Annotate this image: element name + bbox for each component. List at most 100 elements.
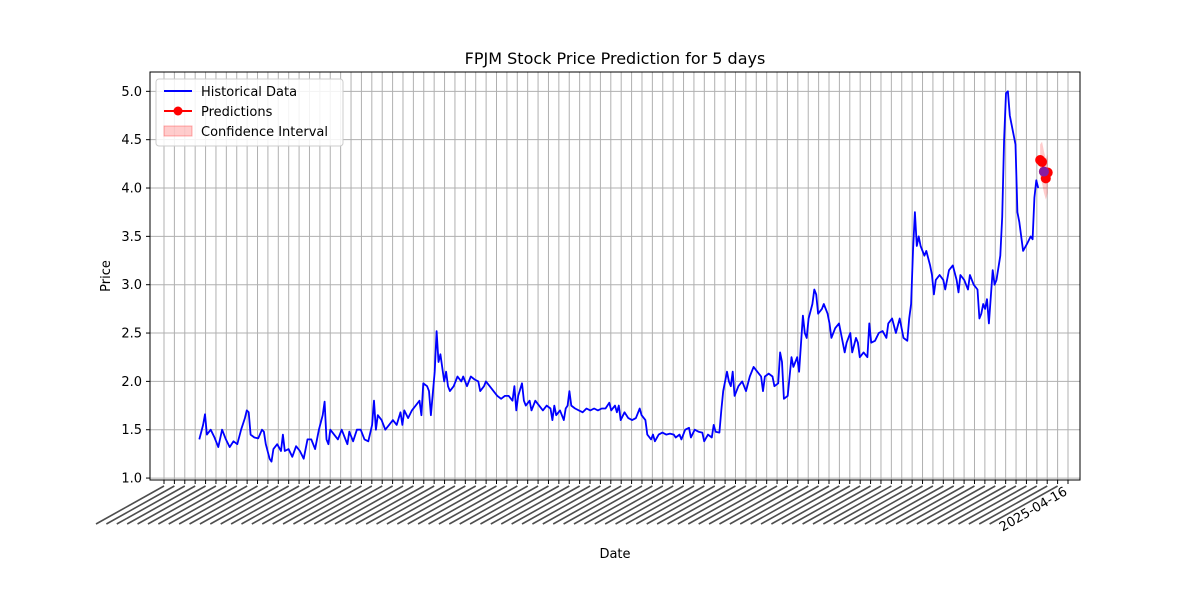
x-tick-label-overlap [750, 485, 820, 525]
x-tick-label-overlap [417, 485, 487, 525]
x-tick-label-overlap [365, 485, 435, 525]
x-tick-label-overlap [157, 485, 227, 525]
x-tick-label-overlap [833, 485, 903, 525]
x-tick-label-overlap [438, 485, 508, 525]
x-tick-label-overlap [843, 485, 913, 525]
historical-series-line [198, 90, 1040, 463]
x-tick-label-overlap [635, 485, 705, 525]
x-tick-label-overlap [552, 485, 622, 525]
x-tick-label-overlap [812, 485, 882, 525]
x-tick-label-overlap [220, 485, 290, 525]
x-tick-label-overlap [885, 485, 955, 525]
x-tick-label-overlap [594, 485, 664, 525]
overlap-point [1038, 166, 1049, 177]
legend-ci-swatch [163, 125, 193, 137]
x-tick-label-overlap [376, 485, 445, 525]
x-tick-label-overlap [428, 485, 497, 525]
x-tick-label-overlap [978, 485, 1048, 525]
x-tick-label-overlap [448, 485, 518, 525]
x-tick-label-overlap [937, 485, 1007, 525]
x-tick-label-overlap [251, 485, 321, 525]
x-tick-label-overlap [106, 485, 175, 525]
x-tick-label-overlap [407, 485, 477, 525]
x-tick-label-overlap [293, 485, 362, 525]
x-tick-label-overlap [303, 485, 373, 525]
x-tick-label-overlap [511, 485, 581, 525]
x-tick-label-overlap [137, 485, 206, 525]
legend-box [155, 78, 344, 147]
x-tick-label-overlap [116, 485, 186, 525]
x-tick-label-overlap [989, 485, 1058, 525]
plot-frame [149, 71, 1081, 481]
x-tick-label-overlap [490, 485, 560, 525]
x-tick-label-overlap [199, 485, 269, 525]
x-tick-label-overlap [791, 485, 861, 525]
series-layer [198, 90, 1053, 463]
x-tick-label-overlap [926, 485, 996, 525]
prediction-point [1037, 156, 1048, 167]
x-tick-label-overlap [189, 485, 258, 525]
y-tick-label: 3.5 [121, 230, 142, 245]
x-tick-label-overlap [542, 485, 612, 525]
x-tick-label-overlap [802, 485, 871, 525]
legend-historical-label: Historical Data [201, 85, 297, 100]
x-tick-label-overlap [532, 485, 601, 525]
x-tick-label-overlap [708, 485, 778, 525]
y-tick-label: 5.0 [121, 85, 142, 100]
x-tick-label-overlap [874, 485, 944, 525]
x-tick-label-overlap [719, 485, 788, 525]
x-tick-label-overlap [355, 485, 425, 525]
x-tick-label-overlap [729, 485, 799, 525]
legend-ci-label: Confidence Interval [201, 125, 328, 140]
x-tick-label-overlap [521, 485, 591, 525]
x-tick-label-overlap [760, 485, 830, 525]
x-tick-label-overlap [667, 485, 736, 525]
x-tick-label-overlap [573, 485, 643, 525]
x-tick-label-overlap [968, 485, 1038, 525]
y-tick-label: 3.0 [121, 278, 142, 293]
x-tick-label-overlap [324, 485, 393, 525]
x-tick-label-overlap [604, 485, 674, 525]
x-tick-label-overlap [771, 485, 840, 525]
x-tick-label-overlap [168, 485, 238, 525]
x-tick-label-overlap [822, 485, 892, 525]
x-tick-label-overlap [147, 485, 217, 525]
x-tick-label-overlap [178, 485, 248, 525]
x-tick-label-overlap [95, 485, 165, 525]
legend-predictions-marker [173, 106, 183, 116]
legend-predictions-label: Predictions [201, 105, 273, 120]
y-tick-label: 2.0 [121, 375, 142, 390]
x-tick-label-overlap [344, 485, 414, 525]
y-tick-label: 1.5 [121, 423, 142, 438]
x-tick-label-overlap [500, 485, 570, 525]
x-tick-label-overlap [563, 485, 632, 525]
x-tick-label-overlap [916, 485, 986, 525]
x-tick-label-overlap [947, 485, 1017, 525]
y-tick-label: 2.5 [121, 327, 142, 342]
x-tick-label-overlap [864, 485, 934, 525]
x-tick-label-overlap [241, 485, 310, 525]
x-tick-label-overlap [854, 485, 923, 525]
x-tick-label-overlap [625, 485, 695, 525]
x-tick-label-overlap [781, 485, 851, 525]
x-tick-label-overlap [646, 485, 716, 525]
x-tick-label-overlap [230, 485, 300, 525]
x-tick-label-overlap [261, 485, 331, 525]
y-tick-label: 4.5 [121, 133, 142, 148]
x-tick-label-overlap [272, 485, 342, 525]
x-tick-label-overlap [209, 485, 279, 525]
x-tick-label-overlap [615, 485, 684, 525]
x-tick-label-overlap [698, 485, 768, 525]
x-tick-label-overlap [386, 485, 456, 525]
x-tick-label-overlap [656, 485, 726, 525]
y-tick-label: 1.0 [121, 472, 142, 487]
x-tick-label-overlap [480, 485, 549, 525]
x-tick-label-overlap [126, 485, 196, 525]
legend: Historical Data Predictions Confidence I… [155, 78, 344, 147]
x-tick-label-overlap [906, 485, 975, 525]
x-axis-label: Date [599, 547, 630, 562]
x-tick-label-overlap [687, 485, 757, 525]
x-tick-label-overlap [958, 485, 1027, 525]
x-tick-label-overlap [677, 485, 747, 525]
